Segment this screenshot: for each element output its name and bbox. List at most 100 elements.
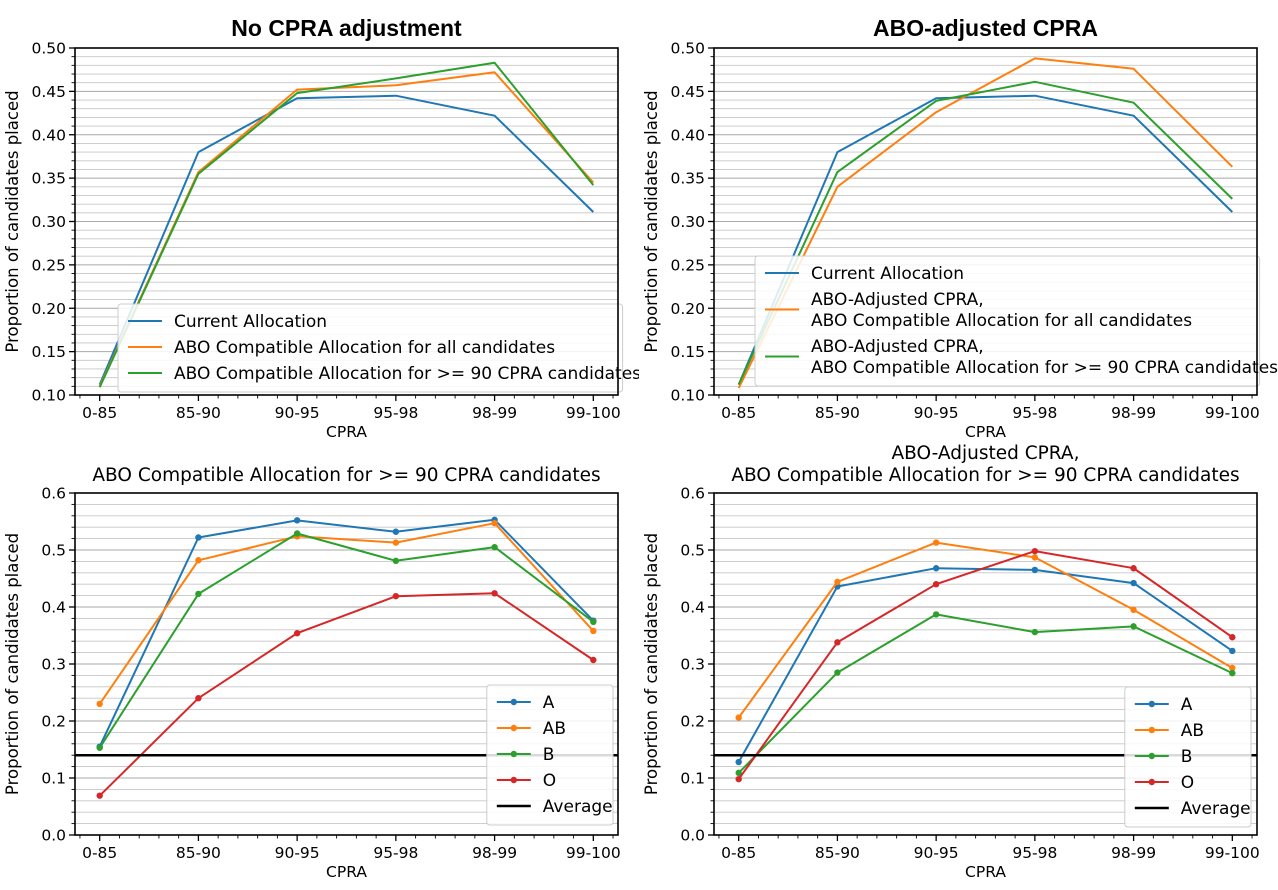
series-line-o [98, 592, 594, 797]
chart-title: ABO-adjusted CPRA [873, 15, 1098, 41]
y-tick-label: 0.6 [41, 485, 66, 503]
y-tick-label: 0.2 [41, 713, 66, 731]
x-tick-label: 95-98 [373, 404, 418, 422]
x-tick-label: 90-95 [275, 844, 320, 862]
legend-label: B [1181, 747, 1193, 767]
series-line-abo-adjusted-cpra-abo-compatible-allocation-for-all-candidates [737, 57, 1234, 389]
legend-label: ABO Compatible Allocation for >= 90 CPRA… [811, 358, 1278, 378]
x-tick-label: 99-100 [1205, 404, 1260, 422]
legend-label: ABO-Adjusted CPRA, [811, 290, 984, 310]
y-tick-label: 0.1 [41, 770, 66, 788]
x-tick-label: 85-90 [176, 404, 221, 422]
axes: 0.10 0.15 0.20 0.25 0.30 0.35 0.40 0.45 0.50 0-85… [670, 40, 1259, 423]
series-line-a [737, 567, 1233, 763]
legend-label: ABO Compatible Allocation for all candid… [174, 338, 555, 358]
chart-title: ABO-Adjusted CPRA, [892, 443, 1080, 464]
x-tick-label: 95-98 [1012, 404, 1057, 422]
y-tick-label: 0.25 [670, 256, 705, 274]
x-tick-label: 90-95 [914, 844, 959, 862]
x-tick-label: 99-100 [566, 844, 621, 862]
series-markers-ab [735, 539, 1236, 721]
y-axis-label: Proportion of candidates placed [642, 90, 661, 352]
axes: 0.10 0.15 0.20 0.25 0.30 0.35 0.40 0.45 0.50 0-85… [31, 40, 620, 423]
series-line-a [98, 518, 595, 748]
x-tick-label: 0-85 [721, 404, 756, 422]
x-axis-label: CPRA [965, 863, 1006, 881]
y-tick-label: 0.50 [31, 40, 66, 58]
legend-label: A [1181, 695, 1193, 715]
legend-label: ABO-Adjusted CPRA, [811, 337, 984, 357]
x-tick-label: 99-100 [566, 404, 621, 422]
x-tick-label: 98-99 [1111, 844, 1156, 862]
axes: 0.0 0.1 0.2 0.3 0.4 0.5 0.6 0-85 85-90 90-95 95-98… [680, 485, 1259, 863]
y-tick-label: 0.30 [670, 213, 705, 231]
x-tick-label: 98-99 [472, 404, 517, 422]
y-tick-label: 0.30 [31, 213, 66, 231]
plot-svg-no-cpra-adjustment: Current Allocation ABO Compatible Allocat… [3, 15, 641, 441]
y-tick-label: 0.15 [670, 343, 705, 361]
y-tick-label: 0.5 [680, 542, 705, 560]
legend-label: ABO Compatible Allocation for all candid… [811, 311, 1192, 331]
legend-label: AB [1181, 721, 1204, 741]
y-tick-label: 0.45 [31, 83, 66, 101]
chart-no-cpra-adjustment: Current Allocation ABO Compatible Allocat… [0, 0, 641, 443]
series-line-current-allocation [98, 94, 594, 385]
chart-title: No CPRA adjustment [231, 15, 462, 41]
y-tick-label: 0.40 [670, 126, 705, 144]
series-markers-o [96, 590, 597, 799]
series-group [98, 61, 595, 388]
x-tick-label: 85-90 [815, 844, 860, 862]
x-tick-label: 99-100 [1205, 844, 1260, 862]
y-tick-label: 0.50 [670, 40, 705, 58]
plot-svg-abo-adjusted-compatible-90-cpra: A AB BO Average 0.0 0.1 0.2 0.3 0.4 0.5 0.6 0-85 85-… [642, 443, 1260, 881]
plot-svg-abo-compatible-90-cpra: A AB BO Average 0.0 0.1 0.2 0.3 0.4 0.5 0.6 0-85 85-… [3, 465, 621, 881]
legend-label: Current Allocation [174, 312, 327, 332]
legend-label: O [543, 771, 556, 791]
y-tick-label: 0.2 [680, 713, 705, 731]
y-tick-label: 0.10 [670, 387, 705, 405]
legend-label: A [543, 693, 555, 713]
series-markers-b [96, 530, 597, 751]
series-markers-o [735, 547, 1236, 783]
legend-label: B [543, 745, 555, 765]
series-line-ab [98, 522, 595, 705]
x-tick-label: 0-85 [82, 844, 117, 862]
legend-label: Average [543, 797, 613, 817]
y-tick-label: 0.35 [670, 170, 705, 188]
legend-label: Average [1181, 799, 1251, 819]
y-axis-label: Proportion of candidates placed [3, 90, 22, 352]
y-tick-label: 0.15 [31, 343, 66, 361]
y-tick-label: 0.45 [670, 83, 705, 101]
legend-label: ABO Compatible Allocation for >= 90 CPRA… [174, 364, 639, 384]
x-tick-label: 95-98 [373, 844, 418, 862]
y-tick-label: 0.25 [31, 256, 66, 274]
y-axis-label: Proportion of candidates placed [3, 533, 22, 795]
y-tick-label: 0.4 [41, 599, 66, 617]
y-tick-label: 0.6 [680, 485, 705, 503]
x-tick-label: 0-85 [82, 404, 117, 422]
x-tick-label: 85-90 [815, 404, 860, 422]
x-tick-label: 85-90 [176, 844, 221, 862]
legend: Current Allocation ABO Compatible Allocat… [117, 303, 641, 393]
chart-title: ABO Compatible Allocation for >= 90 CPRA… [731, 465, 1239, 486]
y-tick-label: 0.5 [41, 542, 66, 560]
y-tick-label: 0.20 [670, 300, 705, 318]
series-line-o [737, 550, 1233, 780]
series-line-abo-compatible-allocation-for-90-cpra-candidates [98, 61, 595, 388]
x-tick-label: 98-99 [1111, 404, 1156, 422]
x-tick-label: 95-98 [1012, 844, 1057, 862]
series-line-ab [737, 541, 1233, 719]
series-line-current-allocation [737, 94, 1233, 385]
y-tick-label: 0.0 [41, 827, 66, 845]
x-tick-label: 90-95 [275, 404, 320, 422]
x-tick-label: 98-99 [472, 844, 517, 862]
legend-label: O [1181, 773, 1194, 793]
series-line-b [98, 532, 594, 749]
y-tick-label: 0.35 [31, 170, 66, 188]
y-tick-label: 0.4 [680, 599, 705, 617]
series-group [75, 516, 618, 799]
series-group [714, 539, 1257, 783]
